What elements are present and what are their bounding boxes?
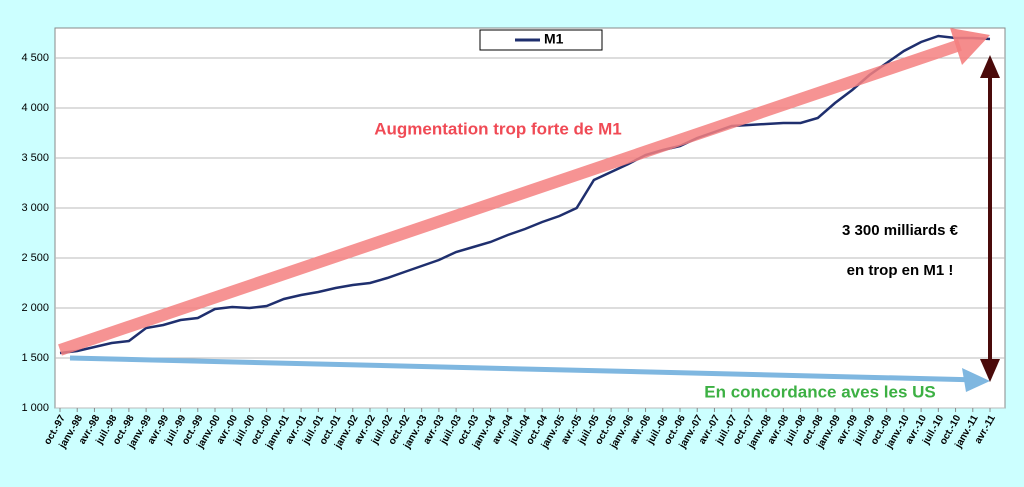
y-tick-label: 2 000 xyxy=(21,302,49,314)
blue-arrow xyxy=(69,355,981,383)
series-line xyxy=(59,34,991,355)
blue-arrow-head xyxy=(962,368,990,392)
y-tick-label: 4 500 xyxy=(21,52,49,64)
annotation: Augmentation trop forte de M1 xyxy=(374,119,621,138)
y-tick-label: 4 000 xyxy=(21,102,49,114)
annotation: En concordance aves les US xyxy=(704,382,936,401)
annotation: 3 300 milliards € xyxy=(842,222,959,239)
red-arrow xyxy=(58,39,962,356)
y-tick-label: 1 500 xyxy=(21,352,49,364)
red-arrow-head xyxy=(950,28,990,65)
y-tick-label: 3 000 xyxy=(21,202,49,214)
y-tick-label: 1 000 xyxy=(21,402,49,414)
gap-arrow-top xyxy=(980,55,1000,78)
series-layer xyxy=(59,34,991,355)
y-tick-label: 2 500 xyxy=(21,252,49,264)
y-tick-label: 3 500 xyxy=(21,152,49,164)
annotation: en trop en M1 ! xyxy=(847,262,954,279)
legend-label: M1 xyxy=(544,31,564,47)
gap-arrow-bottom xyxy=(980,359,1000,382)
plot-area xyxy=(54,27,1006,409)
legend xyxy=(479,29,603,51)
grid xyxy=(55,57,1005,409)
